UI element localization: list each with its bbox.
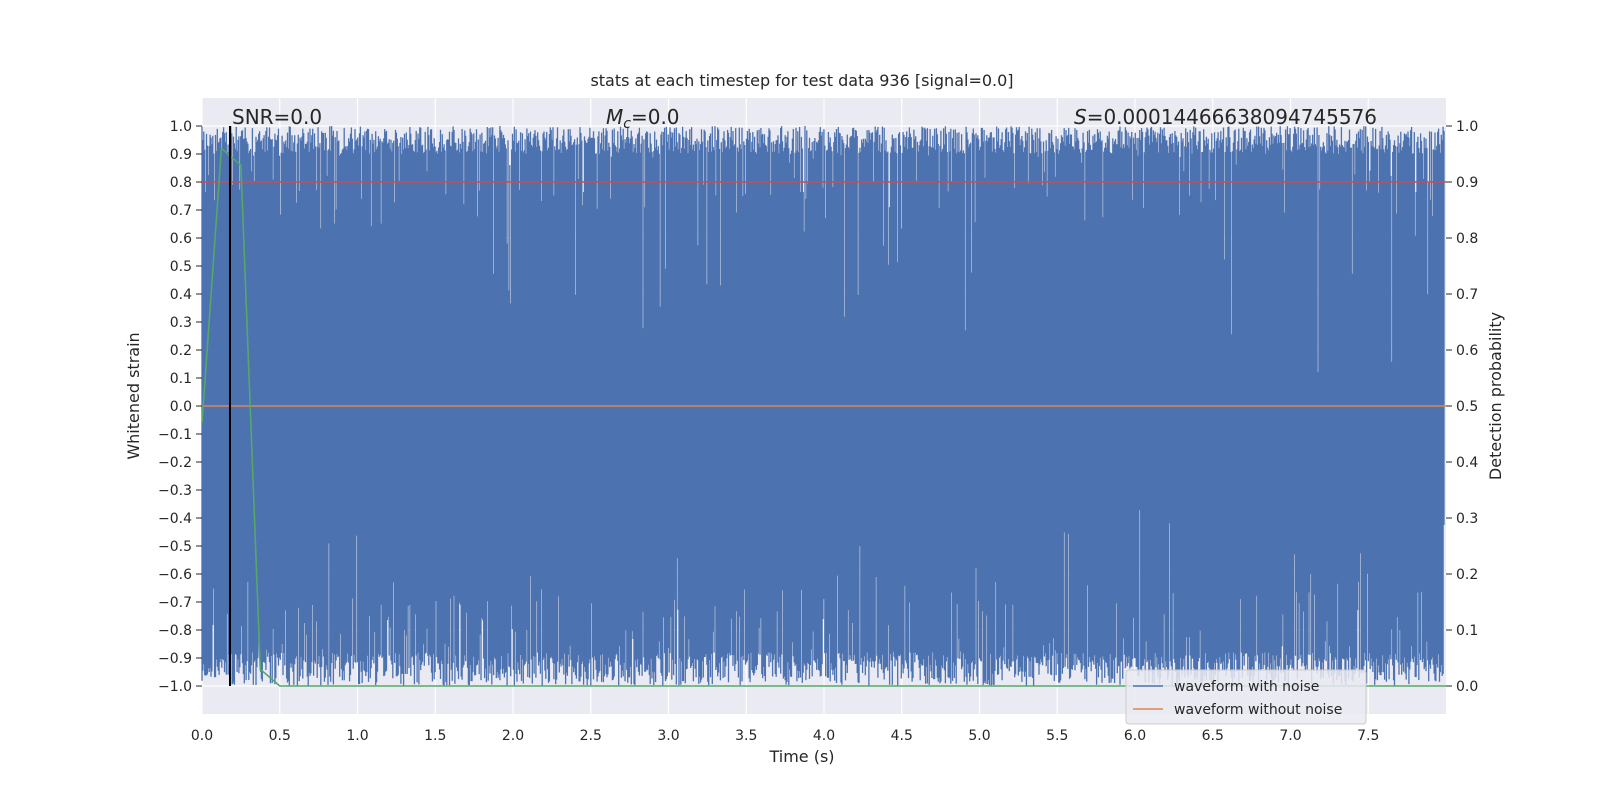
- x-tick-label: 7.5: [1357, 728, 1379, 744]
- y-tick-label: −0.1: [158, 427, 192, 443]
- x-tick-label: 2.5: [580, 728, 602, 744]
- right-tick-label: 0.9: [1456, 175, 1478, 191]
- y-tick-label: −0.4: [158, 511, 192, 527]
- x-tick-label: 7.0: [1279, 728, 1301, 744]
- noise-waveform: [201, 126, 1445, 686]
- x-tick-label: 4.0: [813, 728, 835, 744]
- y-tick-label: 1.0: [170, 119, 192, 135]
- legend-entry-noise: waveform with noise: [1174, 679, 1319, 695]
- series-lines: [201, 126, 1446, 687]
- right-tick-label: 0.0: [1456, 679, 1478, 695]
- y-tick-label: 0.1: [170, 371, 192, 387]
- y-tick-label: −0.2: [158, 455, 192, 471]
- right-tick-label: 1.0: [1456, 119, 1478, 135]
- right-tick-label: 0.3: [1456, 511, 1478, 527]
- y-tick-label: 0.5: [170, 259, 192, 275]
- y-tick-label: 0.0: [170, 399, 192, 415]
- y-tick-label: −0.5: [158, 539, 192, 555]
- y-tick-label: −1.0: [158, 679, 192, 695]
- right-tick-label: 0.4: [1456, 455, 1478, 471]
- x-tick-label: 5.0: [968, 728, 990, 744]
- s-annotation: S=0.00014466638094745576: [1074, 105, 1377, 129]
- x-axis-ticks: 0.0 0.5 1.0 1.5 2.0 2.5 3.0 3.5 4.0 4.5 5.0 5.5 6.0 6…: [191, 728, 1380, 744]
- series-waveform-with-noise: [201, 126, 1445, 686]
- right-tick-label: 0.6: [1456, 343, 1478, 359]
- y-tick-label: −0.9: [158, 651, 192, 667]
- x-tick-label: 0.5: [269, 728, 291, 744]
- legend-box: [1125, 669, 1367, 725]
- x-tick-label: 0.0: [191, 728, 213, 744]
- y-axis-label-right: Detection probability: [1486, 312, 1505, 480]
- y-tick-label: 0.3: [170, 315, 192, 331]
- y-tick-label: −0.3: [158, 483, 192, 499]
- y-tick-label: 0.9: [170, 147, 192, 163]
- right-tick-label: 0.7: [1456, 287, 1478, 303]
- mc-annotation: Mc=0.0: [606, 105, 680, 132]
- x-tick-label: 6.0: [1124, 728, 1146, 744]
- legend-entry-clean: waveform without noise: [1174, 702, 1342, 718]
- s-symbol: S: [1074, 105, 1087, 129]
- legend: waveform with noise waveform without noi…: [1125, 669, 1367, 725]
- x-tick-label: 2.0: [502, 728, 524, 744]
- y-tick-label: 0.6: [170, 231, 192, 247]
- y-tick-label: 0.8: [170, 175, 192, 191]
- right-tick-label: 0.1: [1456, 623, 1478, 639]
- y-tick-label: −0.7: [158, 595, 192, 611]
- chart-title: stats at each timestep for test data 936…: [590, 71, 1013, 90]
- y-tick-label: −0.6: [158, 567, 192, 583]
- x-tick-label: 3.5: [735, 728, 757, 744]
- y-axis-right-ticks: 1.0 0.9 0.8 0.7 0.6 0.5 0.4 0.3 0.2 0.1 0.0: [1446, 119, 1478, 695]
- right-tick-label: 0.8: [1456, 231, 1478, 247]
- s-value: =0.00014466638094745576: [1087, 105, 1377, 129]
- x-tick-label: 1.0: [346, 728, 368, 744]
- y-axis-label-left: Whitened strain: [124, 332, 143, 459]
- x-tick-label: 5.5: [1046, 728, 1068, 744]
- snr-annotation: SNR=0.0: [232, 105, 322, 129]
- y-tick-label: 0.2: [170, 343, 192, 359]
- right-tick-label: 0.2: [1456, 567, 1478, 583]
- x-tick-label: 1.5: [424, 728, 446, 744]
- y-tick-label: 0.4: [170, 287, 192, 303]
- x-tick-label: 4.5: [891, 728, 913, 744]
- x-tick-label: 3.0: [657, 728, 679, 744]
- mc-subscript: c: [623, 116, 631, 132]
- mc-value: =0.0: [631, 105, 680, 129]
- x-tick-label: 6.5: [1202, 728, 1224, 744]
- x-axis-label: Time (s): [768, 747, 834, 766]
- detection-probability-line: [201, 146, 1446, 687]
- mc-symbol: M: [606, 105, 623, 129]
- y-axis-left-ticks: 1.0 0.9 0.8 0.7 0.6 0.5 0.4 0.3 0.2 0.1 0.0 −0.1 −0.…: [158, 119, 202, 695]
- right-tick-label: 0.5: [1456, 399, 1478, 415]
- y-tick-label: 0.7: [170, 203, 192, 219]
- y-tick-label: −0.8: [158, 623, 192, 639]
